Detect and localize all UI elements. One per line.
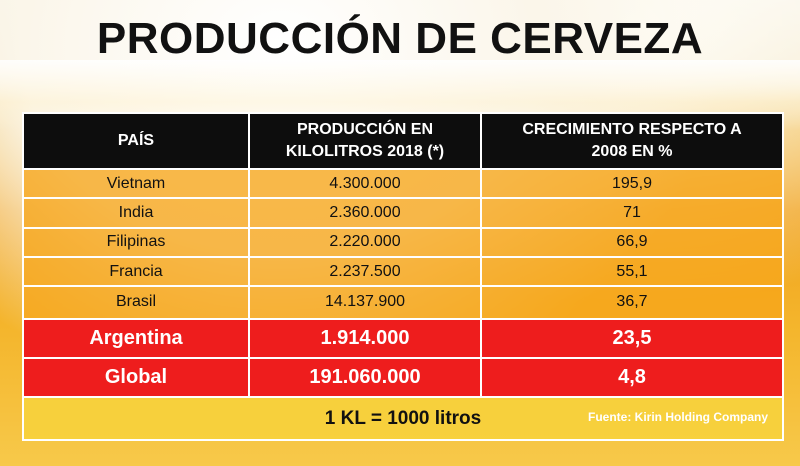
table-row: Filipinas 2.220.000 66,9 (22, 226, 784, 258)
cell-produccion: 2.220.000 (248, 226, 482, 258)
cell-produccion: 2.360.000 (248, 197, 482, 229)
cell-crecimiento: 66,9 (480, 226, 784, 258)
beer-production-table: PAÍS PRODUCCIÓN EN KILOLITROS 2018 (*) C… (22, 112, 784, 441)
header-produccion: PRODUCCIÓN EN KILOLITROS 2018 (*) (248, 112, 482, 170)
cell-produccion: 4.300.000 (248, 167, 482, 200)
cell-pais: Francia (22, 255, 250, 288)
cell-produccion: 2.237.500 (248, 255, 482, 288)
cell-produccion: 191.060.000 (248, 357, 482, 399)
table-row: Francia 2.237.500 55,1 (22, 255, 784, 288)
cell-pais: Argentina (22, 317, 250, 360)
cell-crecimiento: 23,5 (480, 317, 784, 360)
cell-produccion: 14.137.900 (248, 285, 482, 320)
cell-crecimiento: 71 (480, 197, 784, 229)
table-row: Brasil 14.137.900 36,7 (22, 285, 784, 320)
cell-pais: Vietnam (22, 167, 250, 200)
cell-pais: Global (22, 357, 250, 399)
cell-crecimiento: 55,1 (480, 255, 784, 288)
cell-pais: Filipinas (22, 226, 250, 258)
footer-cell: 1 KL = 1000 litros Fuente: Kirin Holding… (22, 396, 784, 441)
unit-note: 1 KL = 1000 litros (324, 407, 482, 429)
source-credit: Fuente: Kirin Holding Company (588, 410, 768, 425)
highlight-row-global: Global 191.060.000 4,8 (22, 357, 784, 399)
cell-crecimiento: 195,9 (480, 167, 784, 200)
cell-crecimiento: 4,8 (480, 357, 784, 399)
header-pais: PAÍS (22, 112, 250, 170)
table-footer-row: 1 KL = 1000 litros Fuente: Kirin Holding… (22, 396, 784, 441)
table-header-row: PAÍS PRODUCCIÓN EN KILOLITROS 2018 (*) C… (22, 112, 784, 170)
cell-pais: Brasil (22, 285, 250, 320)
table-row: Vietnam 4.300.000 195,9 (22, 167, 784, 200)
table-row: India 2.360.000 71 (22, 197, 784, 229)
page-title: PRODUCCIÓN DE CERVEZA (96, 14, 704, 63)
cell-produccion: 1.914.000 (248, 317, 482, 360)
header-crecimiento: CRECIMIENTO RESPECTO A 2008 EN % (480, 112, 784, 170)
cell-pais: India (22, 197, 250, 229)
cell-crecimiento: 36,7 (480, 285, 784, 320)
highlight-row-argentina: Argentina 1.914.000 23,5 (22, 317, 784, 360)
